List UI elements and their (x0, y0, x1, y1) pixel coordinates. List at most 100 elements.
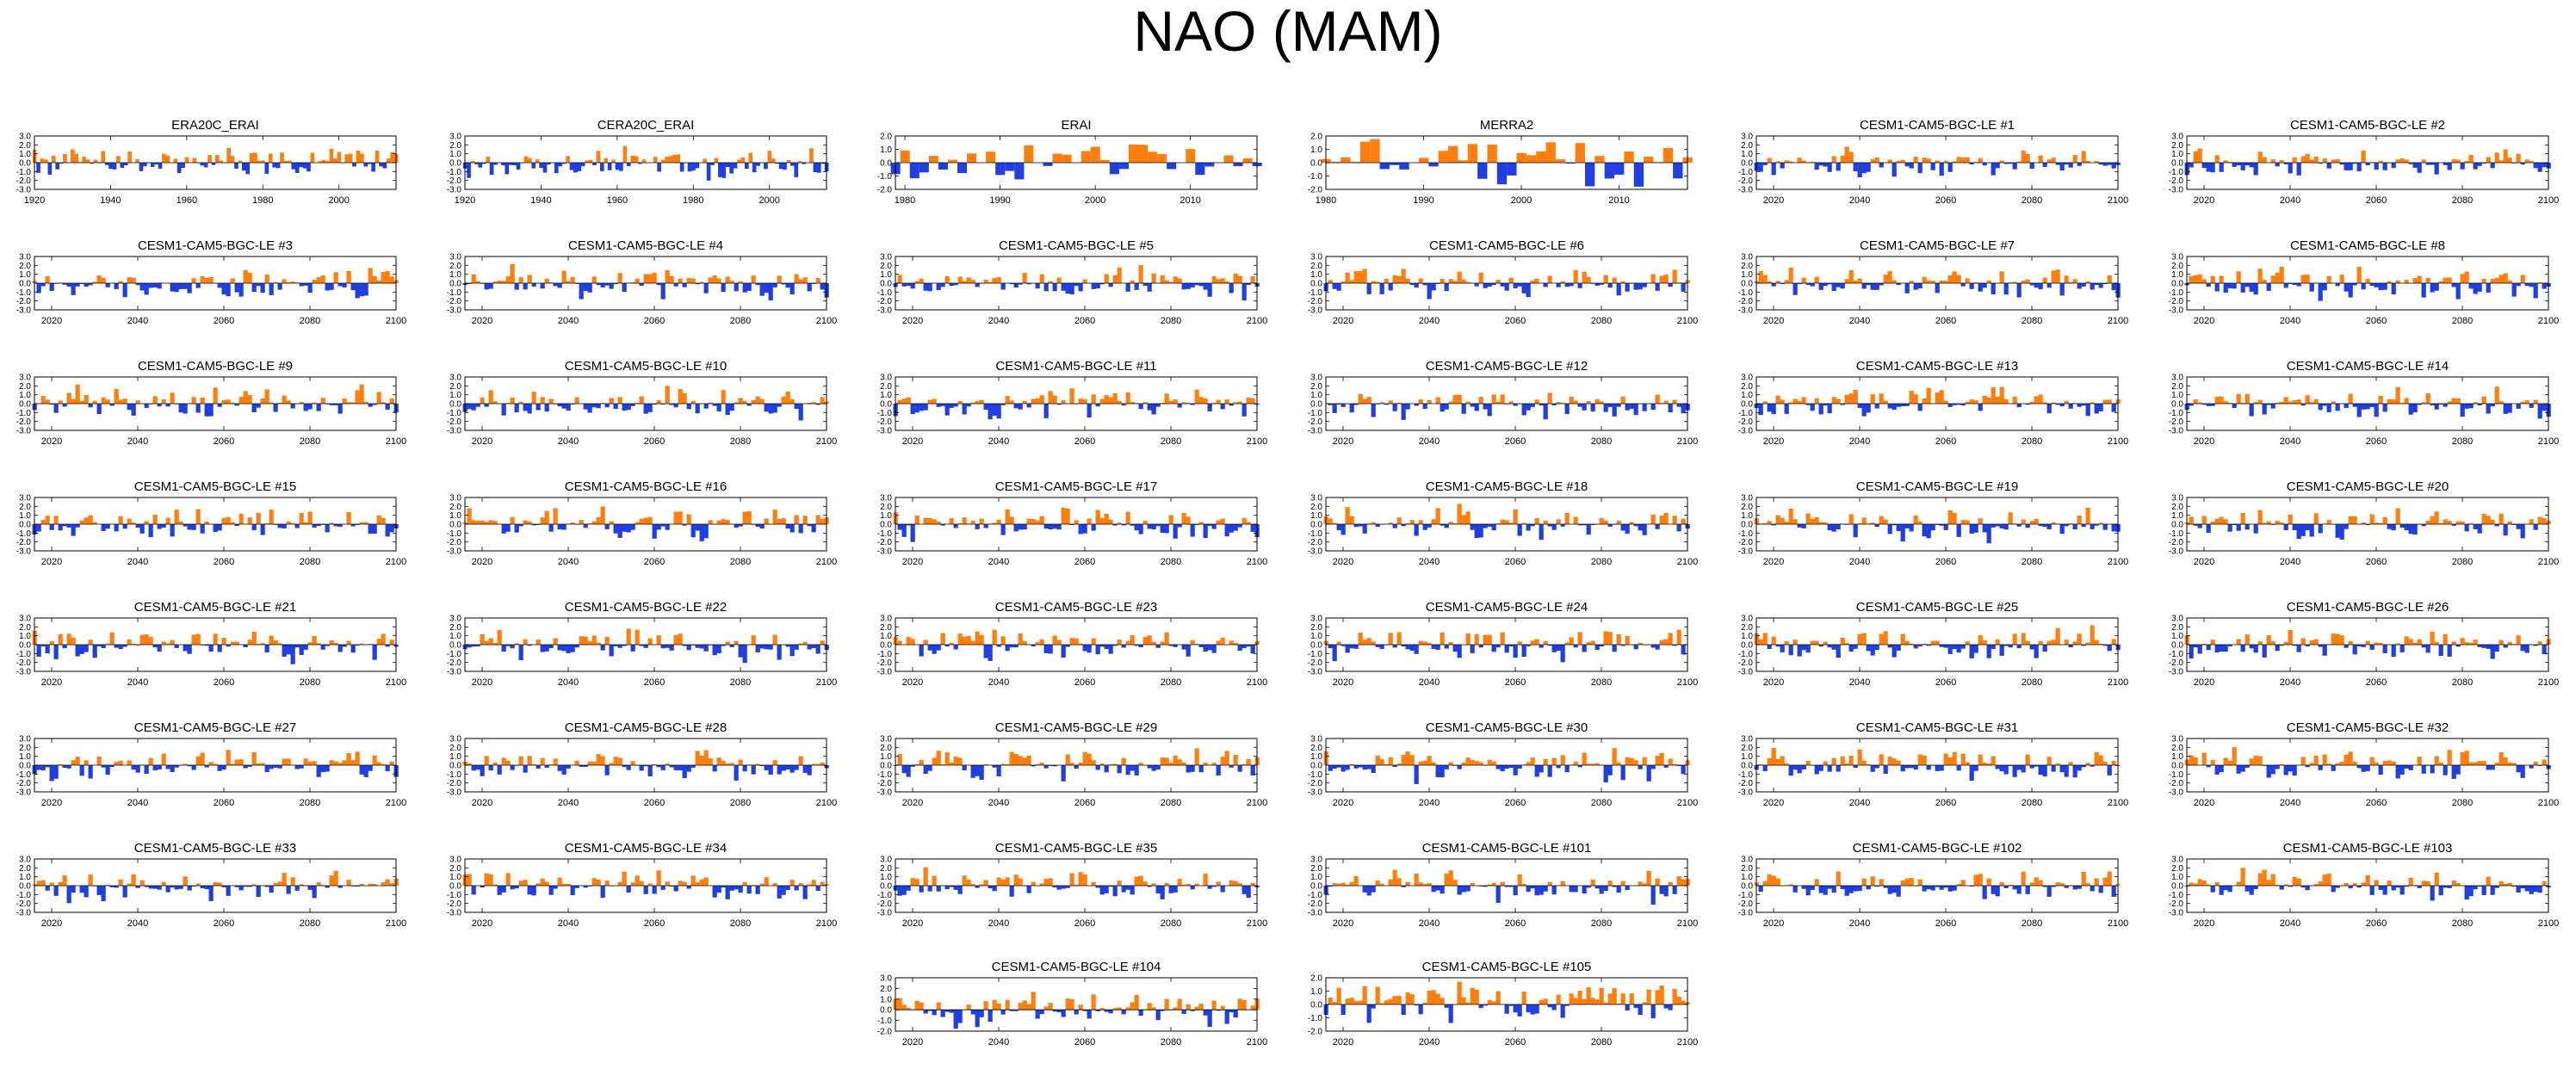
anomaly-bar (583, 765, 588, 768)
y-tick-label: 3.0 (880, 374, 892, 383)
anomaly-bar (269, 283, 274, 295)
anomaly-bar (1000, 879, 1006, 886)
y-tick-label: -1.0 (16, 891, 32, 900)
x-tick-label: 2010 (1180, 195, 1200, 206)
anomaly-bar (2374, 522, 2379, 524)
anomaly-bar (62, 875, 67, 886)
anomaly-bar (2090, 524, 2095, 529)
anomaly-bar (639, 283, 644, 286)
anomaly-bar (230, 763, 235, 765)
anomaly-bar (1848, 756, 1854, 765)
anomaly-bar (1935, 886, 1940, 887)
y-tick-label: -1.0 (447, 288, 462, 298)
anomaly-bar (96, 886, 102, 895)
anomaly-bar (1168, 281, 1173, 283)
anomaly-bar (256, 283, 261, 287)
anomaly-bar (665, 524, 670, 530)
anomaly-bar (344, 154, 350, 163)
anomaly-bar (1332, 765, 1337, 769)
anomaly-bar (294, 645, 300, 648)
anomaly-bar (1582, 271, 1587, 283)
anomaly-bar (751, 399, 756, 404)
anomaly-bar (2455, 159, 2461, 163)
anomaly-bar (703, 283, 709, 294)
anomaly-bar (251, 632, 257, 645)
y-tick-label: -2.0 (1308, 658, 1323, 668)
anomaly-bar (1005, 163, 1015, 171)
anomaly-bar (1117, 267, 1122, 283)
y-tick-label: 2.0 (880, 133, 892, 142)
anomaly-bar (1556, 765, 1561, 769)
anomaly-bar (622, 524, 627, 532)
anomaly-bar (120, 163, 125, 168)
anomaly-bar (385, 404, 390, 411)
anomaly-bar (975, 524, 980, 529)
anomaly-bar (531, 283, 536, 287)
anomaly-bar (1207, 524, 1212, 527)
anomaly-bar (45, 886, 50, 891)
anomaly-bar (775, 163, 780, 164)
anomaly-bar (316, 277, 321, 283)
anomaly-bar (294, 886, 300, 891)
anomaly-bar (1986, 280, 1991, 283)
anomaly-bar (975, 400, 980, 404)
anomaly-bar (1926, 886, 1931, 890)
anomaly-bar (695, 751, 700, 765)
anomaly-bar (2111, 639, 2116, 645)
y-tick-label: 3.0 (880, 735, 892, 745)
anomaly-bar (1448, 762, 1453, 765)
anomaly-bar (1095, 886, 1100, 888)
x-tick-label: 2060 (1074, 918, 1095, 929)
anomaly-bar (721, 390, 726, 404)
anomaly-bar (1345, 884, 1350, 886)
anomaly-bar (1388, 757, 1393, 765)
anomaly-bar (2494, 386, 2499, 404)
anomaly-bar (729, 645, 734, 647)
anomaly-bar (1814, 765, 1819, 775)
anomaly-bar (286, 645, 291, 655)
anomaly-bar (2025, 524, 2030, 528)
anomaly-bar (1892, 404, 1897, 411)
anomaly-bar (2352, 516, 2357, 524)
anomaly-bar (1112, 886, 1118, 897)
anomaly-bar (1870, 645, 1875, 656)
anomaly-bar (2068, 163, 2073, 168)
anomaly-bar (1604, 163, 1615, 179)
anomaly-bar (1223, 155, 1234, 163)
anomaly-bar (678, 278, 683, 283)
y-tick-label: 1.0 (449, 873, 461, 882)
y-tick-label: 0.0 (880, 400, 892, 410)
anomaly-bar (1620, 396, 1625, 404)
anomaly-bar (88, 640, 93, 645)
anomaly-bar (919, 163, 929, 173)
anomaly-bar (2494, 524, 2499, 527)
anomaly-bar (755, 886, 760, 894)
anomaly-bar (737, 159, 741, 163)
anomaly-bar (1384, 763, 1389, 765)
anomaly-bar (2481, 163, 2486, 164)
anomaly-bar (1052, 635, 1057, 645)
anomaly-bar (157, 283, 162, 289)
anomaly-bar (1043, 283, 1049, 292)
y-tick-label: 3.0 (19, 133, 31, 142)
anomaly-bar (2300, 404, 2306, 406)
anomaly-bar (1061, 645, 1066, 658)
anomaly-bar (1801, 645, 1806, 651)
x-tick-label: 2080 (1591, 316, 1612, 326)
y-tick-label: 0.0 (19, 159, 31, 169)
anomaly-bar (2055, 763, 2060, 765)
anomaly-bar (970, 520, 975, 524)
anomaly-bar (269, 765, 274, 769)
anomaly-bar (794, 645, 799, 650)
anomaly-bar (2059, 283, 2065, 296)
anomaly-bar (2068, 645, 2073, 648)
x-tick-label: 2100 (816, 557, 837, 567)
anomaly-bar (2219, 765, 2224, 773)
anomaly-bar (1991, 386, 1996, 404)
anomaly-bar (953, 756, 958, 765)
anomaly-bar (282, 524, 287, 528)
x-tick-label: 2060 (214, 557, 234, 567)
anomaly-bar (626, 524, 631, 533)
anomaly-bar (1939, 390, 1944, 404)
